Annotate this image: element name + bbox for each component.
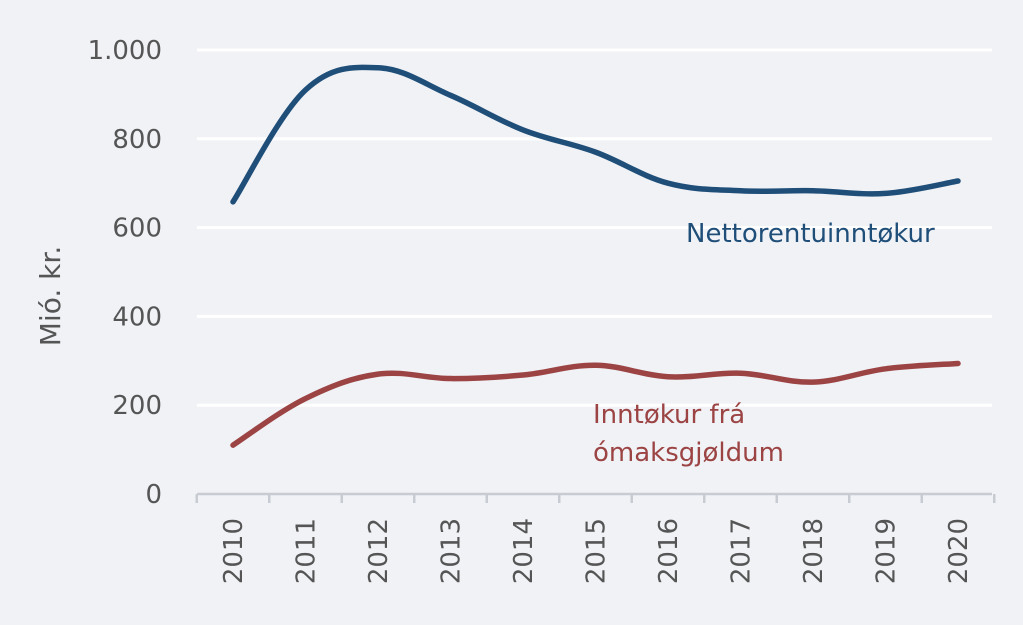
x-axis [195, 492, 996, 503]
series-lines [230, 64, 961, 448]
x-tick-label: 2010 [219, 518, 249, 584]
y-tick-label: 800 [112, 125, 162, 155]
x-tick-label: 2020 [944, 518, 974, 584]
x-tick-label: 2018 [799, 518, 829, 584]
series-label-inntokur-line-2: ómaksgjøldum [593, 438, 784, 468]
series-line-1 [230, 360, 961, 448]
series-label-inntokur-line-1: Inntøkur frá [593, 400, 745, 430]
y-tick-label: 0 [145, 480, 162, 510]
y-axis-ticks: 0 200 400 600 800 1.000 [88, 36, 162, 510]
x-tick-label: 2013 [437, 518, 467, 584]
y-tick-label: 600 [112, 214, 162, 244]
x-tick-label: 2019 [872, 518, 902, 584]
y-tick-label: 1.000 [88, 36, 162, 66]
x-tick-label: 2016 [654, 518, 684, 584]
x-axis-ticks: 2010 2011 2012 2013 2014 2015 2016 2017 2018 2019… [219, 518, 974, 584]
x-tick-label: 2012 [364, 518, 394, 584]
y-tick-label: 400 [112, 302, 162, 332]
series-line-0 [230, 64, 961, 205]
y-axis-title: Mió. kr. [34, 246, 67, 346]
x-tick-label: 2011 [292, 518, 322, 584]
x-tick-label: 2017 [727, 518, 757, 584]
x-tick-label: 2015 [582, 518, 612, 584]
gridlines [197, 48, 992, 407]
y-tick-label: 200 [112, 391, 162, 421]
x-tick-label: 2014 [509, 518, 539, 584]
series-label-nettorentuinntokur: Nettorentuinntøkur [686, 219, 935, 249]
